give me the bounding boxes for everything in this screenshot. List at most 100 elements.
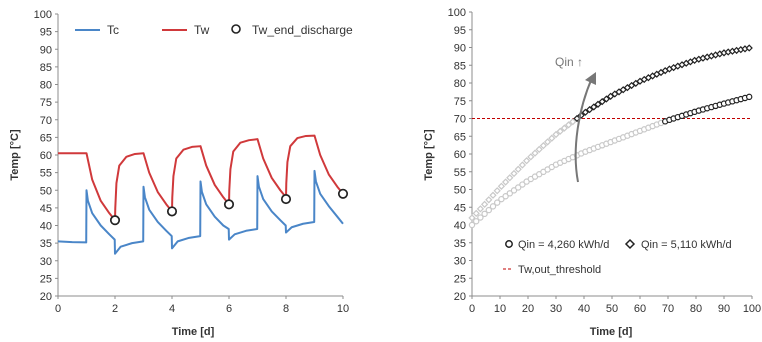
qin-5110-point [531,149,539,157]
x-tick-label: 20 [522,303,534,315]
qin-5110-point [581,108,590,116]
y-tick-label: 80 [454,78,466,90]
legend-right: Qin = 4,260 kWh/d Qin = 5,110 kWh/d Tw,o… [503,238,732,276]
qin-4260-point [481,210,488,218]
qin-5110-point [598,97,606,106]
legend-label-tw-end-discharge: Tw_end_discharge [252,23,353,37]
qin-4260-point [498,195,505,203]
series-line-tw [58,134,344,222]
x-tick-label: 0 [55,303,61,315]
x-tick-label: 80 [690,303,702,315]
x-tick-label: 100 [743,303,761,315]
series-line-tc [57,169,344,255]
legend-label-qin-5110: Qin = 5,110 kWh/d [641,239,732,251]
qin-4260-point [485,206,492,214]
x-tick-label: 4 [169,303,175,315]
qin-5110-point [569,118,577,126]
qin-5110-point [560,124,569,132]
y-tick-label: 45 [454,202,466,214]
y-tick-label: 20 [40,291,52,303]
qin-5110-point [497,182,506,190]
y-axis-label-left: Temp [°C] [9,129,21,181]
y-tick-label: 85 [40,62,52,74]
qin-arrow-annotation: Qin ↑ [555,55,596,183]
qin-5110-point [476,205,485,213]
legend-left: Tc Tw Tw_end_discharge [75,23,353,37]
tw-end-discharge-point [166,206,178,217]
x-tick-label: 6 [226,303,232,315]
legend-marker-tw-end-discharge [231,24,241,34]
legend-label-threshold: Tw,out_threshold [518,264,601,276]
y-tick-label: 65 [40,132,52,144]
tw-end-discharge-point [280,194,292,205]
qin-4260-point [473,218,480,225]
chart-right-heat-input: 20 25 30 35 40 45 50 55 60 65 70 75 80 85 90 95 100 0 10 20… [423,7,761,338]
qin-5110-point [527,153,535,161]
y-tick-label: 80 [40,80,52,92]
qin-5110-point [472,209,480,218]
y-tick-label: 50 [454,185,466,197]
y-tick-label: 100 [448,7,466,19]
y-tick-label: 75 [40,97,52,109]
qin-5110-point [585,105,594,114]
qin-4260-point [746,93,753,101]
qin-4260-point [468,221,476,229]
y-tick-label: 50 [40,185,52,197]
x-axis-label-left: Time [d] [172,326,215,338]
qin-4260-point [519,181,526,188]
y-tick-label: 90 [454,43,466,55]
y-tick-label: 35 [454,238,466,250]
tw-end-discharge-point [109,215,121,226]
tw-end-discharge-point [223,199,235,210]
x-tick-label: 0 [469,303,475,315]
y-tick-label: 60 [40,150,52,162]
y-tick-label: 25 [454,273,466,285]
qin-5110-point [510,169,518,178]
x-tick-label: 70 [662,303,674,315]
qin-4260-point [506,190,513,197]
qin-5110-point [485,196,493,204]
y-tick-label: 20 [454,291,466,303]
y-tick-label: 40 [40,221,52,233]
x-tick-label: 2 [112,303,118,315]
qin-5110-point [493,187,501,195]
y-tick-label: 45 [40,203,52,215]
qin-5110-point [556,127,564,135]
x-axis-label-right: Time [d] [590,326,633,338]
qin-5110-point [543,138,552,146]
y-axis-label-right: Temp [°C] [423,129,435,181]
qin-5110-point [535,145,543,154]
qin-annotation-label: Qin ↑ [555,55,583,69]
qin-5110-point [506,174,514,182]
legend-label-tw: Tw [194,23,210,37]
qin-5110-point [745,44,753,52]
y-tick-label: 90 [40,44,52,56]
qin-5110-point [602,95,611,103]
qin-arrow-head-icon [585,72,596,85]
y-tick-label: 30 [454,256,466,268]
legend-label-tc: Tc [107,23,119,37]
qin-4260-point [510,187,518,194]
qin-5110-point [539,142,548,150]
qin-5110-point [501,178,510,186]
y-tick-label: 25 [40,273,52,285]
legend-label-qin-4260: Qin = 4,260 kWh/d [518,239,609,251]
y-tick-label: 60 [454,149,466,161]
x-tick-label: 90 [718,303,730,315]
qin-4260-point [489,203,497,210]
qin-5110-point [518,161,527,169]
qin-5110-point [489,191,497,199]
y-tick-label: 55 [454,167,466,179]
qin-5110-point [548,134,556,142]
qin-4260-point [494,199,501,206]
x-tick-label: 10 [337,303,349,315]
y-tick-label: 30 [40,256,52,268]
qin-5110-point [468,214,476,222]
y-tick-label: 95 [40,27,52,39]
qin-arrow-icon [574,77,593,183]
qin-5110-point [594,100,602,108]
y-tick-label: 85 [454,60,466,72]
legend-marker-qin-5110 [624,238,636,250]
y-tick-label: 75 [454,96,466,108]
